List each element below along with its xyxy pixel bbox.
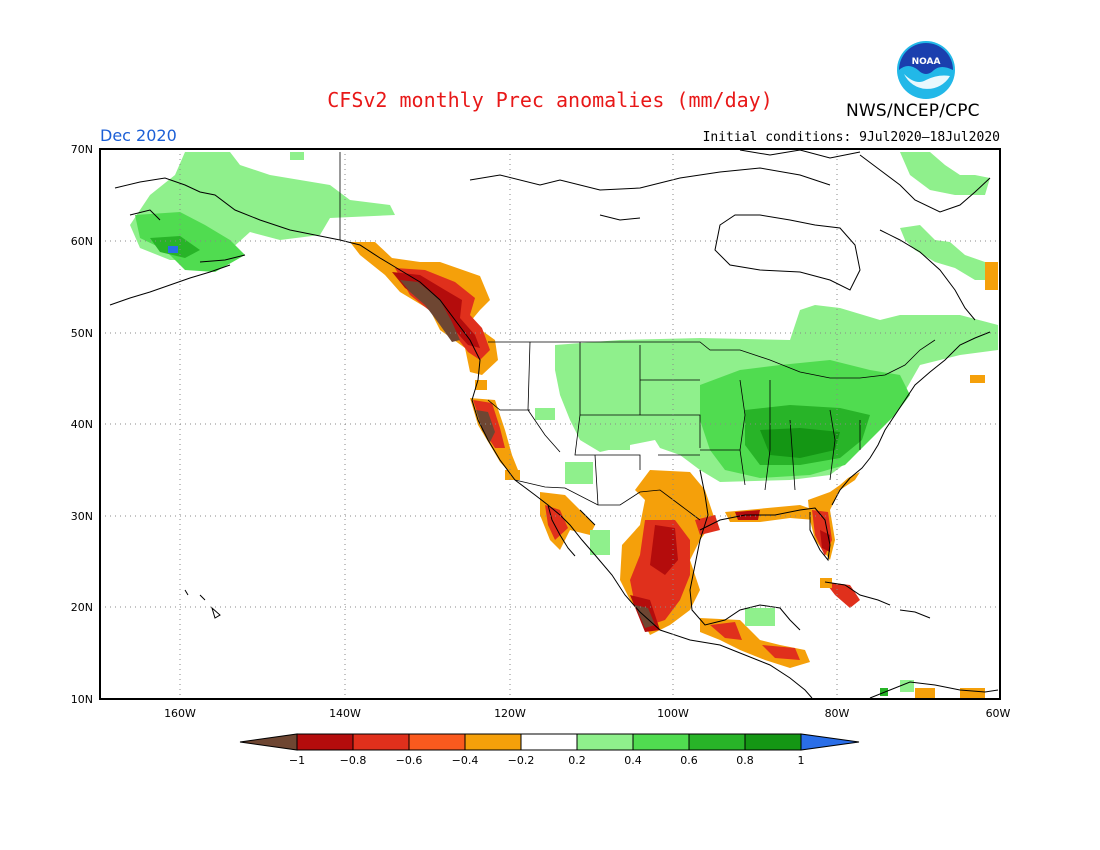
- anomaly-mexico-darkred: [630, 525, 678, 632]
- lon-label: 100W: [657, 707, 689, 720]
- gridlines: [100, 149, 1000, 699]
- anomaly-gulf-red: [695, 515, 720, 535]
- anomaly-alaska-blue: [168, 246, 178, 253]
- anomaly-tn-darker: [760, 428, 840, 458]
- month-label: Dec 2020: [100, 126, 177, 145]
- map-frame: [99, 148, 1001, 700]
- lat-label: 20N: [71, 601, 93, 614]
- coast-west: [339, 239, 813, 699]
- lon-label: 60W: [986, 707, 1011, 720]
- coast-alaska: [109, 177, 341, 306]
- colorbar-segment: [744, 733, 802, 751]
- anomaly-sa-orange: [915, 688, 935, 698]
- coast-east: [831, 331, 991, 506]
- anomaly-alaska-small: [290, 152, 304, 160]
- anomaly-az-light: [565, 462, 593, 484]
- colorbar-tick-label: 0.2: [568, 754, 586, 767]
- colorbar-segment: [632, 733, 690, 751]
- anomaly-nebraska-light: [600, 415, 630, 450]
- coast-labrador: [879, 229, 976, 321]
- colorbar-segment: [352, 733, 410, 751]
- lon-label: 80W: [825, 707, 850, 720]
- anomaly-hn-light: [745, 608, 775, 626]
- colorbar-tick-label: −0.4: [452, 754, 479, 767]
- lon-label: 140W: [329, 707, 361, 720]
- noaa-logo-wave: [904, 74, 950, 89]
- anomaly-ca-small: [475, 380, 487, 390]
- coast-southamerica: [869, 681, 999, 699]
- colorbar-segment: [688, 733, 746, 751]
- anomaly-mx-light: [590, 530, 610, 555]
- latitude-labels: 70N 60N 50N 40N 30N 20N 10N: [71, 143, 93, 706]
- coast-cuba: [824, 581, 931, 619]
- anomaly-fields: [130, 152, 998, 698]
- colorbar-tick-label: 0.4: [624, 754, 642, 767]
- lat-label: 30N: [71, 510, 93, 523]
- border-us-canada: [488, 339, 936, 379]
- lat-label: 60N: [71, 235, 93, 248]
- lat-label: 40N: [71, 418, 93, 431]
- colorbar-arrow-left: [239, 733, 298, 751]
- anomaly-bc-brown: [400, 280, 460, 342]
- anomaly-ca-brown: [476, 410, 495, 442]
- anomaly-cuba-red: [825, 582, 860, 608]
- anomaly-wy-light: [535, 408, 555, 420]
- colorbar-tick-label: −0.8: [340, 754, 367, 767]
- noaa-logo: NOAA: [897, 41, 955, 99]
- colorbar: −1 −0.8 −0.6 −0.4 −0.2 0.2 0.4 0.6 0.8 1: [239, 733, 860, 767]
- longitude-labels: 160W 140W 120W 100W 80W 60W: [164, 707, 1010, 720]
- lat-label: 10N: [71, 693, 93, 706]
- colorbar-segment: [408, 733, 466, 751]
- anomaly-greenland-light: [900, 152, 990, 195]
- coastlines: [109, 149, 999, 699]
- colorbar-tick-label: −0.2: [508, 754, 535, 767]
- anomaly-labrador-orange: [985, 262, 998, 290]
- colorbar-tick-label: −1: [289, 754, 305, 767]
- anomaly-sa-light: [900, 680, 914, 692]
- anomaly-alaska-medium: [135, 212, 245, 272]
- anomaly-cuba-orange: [820, 578, 832, 588]
- colorbar-tick-label: 0.6: [680, 754, 698, 767]
- noaa-logo-bird: [899, 43, 953, 74]
- colorbar-tick-label: −0.6: [396, 754, 423, 767]
- lon-label: 120W: [494, 707, 526, 720]
- colorbar-tick-label: 0.8: [736, 754, 754, 767]
- lon-label: 160W: [164, 707, 196, 720]
- noaa-logo-text: NOAA: [912, 57, 941, 67]
- colorbar-segment: [576, 733, 634, 751]
- anomaly-ca-south-red: [710, 622, 800, 660]
- coast-greenland: [859, 154, 991, 213]
- state-lines: [487, 341, 861, 506]
- colorbar-arrow-right: [800, 733, 860, 751]
- lat-label: 70N: [71, 143, 93, 156]
- colorbar-segment: [520, 733, 578, 751]
- colorbar-segment: [464, 733, 522, 751]
- coast-hudson: [714, 214, 861, 291]
- colorbar-tick-label: 1: [798, 754, 805, 767]
- map-title: CFSv2 monthly Prec anomalies (mm/day): [327, 88, 773, 112]
- anomaly-az-small: [505, 470, 520, 480]
- organization-label: NWS/NCEP/CPC: [846, 101, 980, 121]
- anomaly-nova-orange: [970, 375, 985, 383]
- coast-hawaii: [184, 589, 221, 619]
- coast-baja: [547, 504, 596, 557]
- colorbar-segment: [296, 733, 354, 751]
- anomaly-sa-east-orange: [960, 688, 985, 698]
- anomaly-fl-darkred: [820, 530, 830, 552]
- lat-label: 50N: [71, 327, 93, 340]
- initial-conditions-label: Initial conditions: 9Jul2020–18Jul2020: [702, 130, 1000, 145]
- anomaly-labrador-light: [900, 225, 998, 280]
